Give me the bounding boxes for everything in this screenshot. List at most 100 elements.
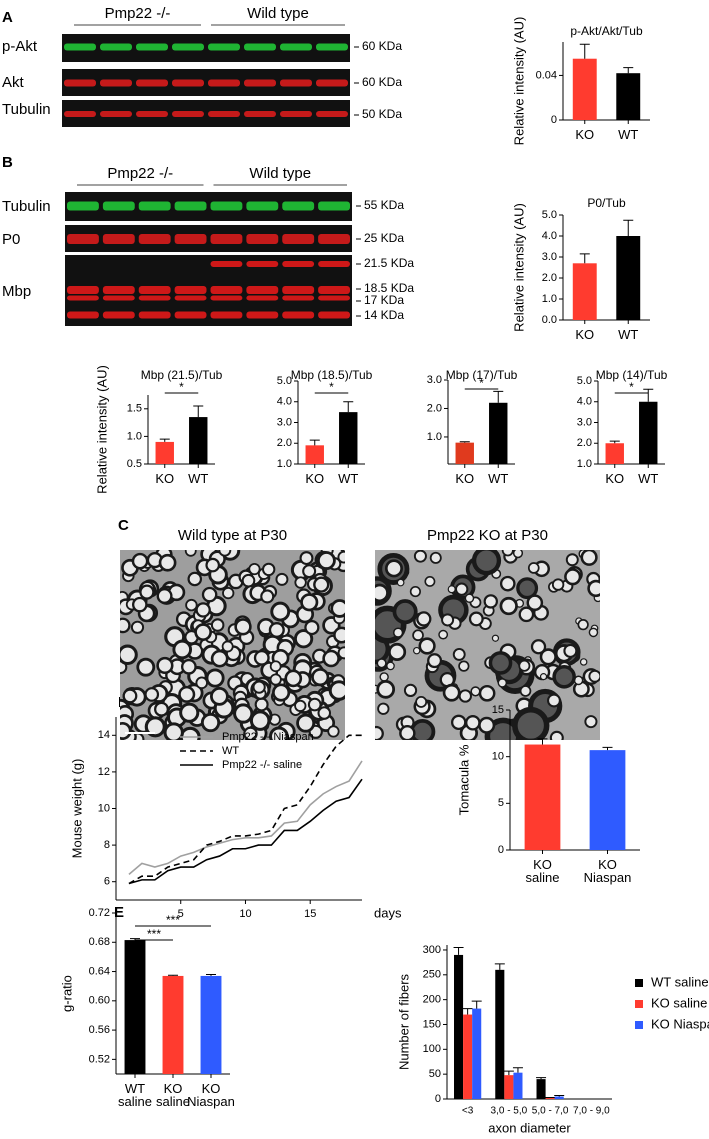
y-tick-label: 8 [104, 839, 110, 851]
blot-band [282, 311, 315, 319]
blot-band [280, 79, 312, 87]
fiber [180, 658, 197, 675]
y-tick-label: 1.0 [542, 293, 557, 305]
fiber [547, 693, 561, 708]
error-bar [609, 440, 620, 444]
fiber [270, 601, 291, 622]
fiber [307, 697, 322, 712]
fiber [337, 646, 345, 660]
fiber [248, 562, 261, 576]
fiber [388, 642, 407, 661]
fiber [122, 688, 138, 704]
bar [536, 1079, 546, 1099]
fiber [564, 568, 582, 586]
line-series [128, 734, 362, 885]
fiber [187, 571, 203, 587]
blot-band [64, 111, 96, 117]
fiber [392, 627, 404, 638]
y-axis-label: Number of fibers [396, 973, 411, 1070]
error-bar [493, 390, 504, 403]
legend-label: Pmp22 -/- Niaspan [222, 731, 314, 743]
fiber [300, 593, 319, 612]
y-axis-label: Tomacula % [456, 744, 471, 815]
blot-size-label: 55 KDa [364, 198, 404, 212]
panel-label: B [2, 154, 13, 171]
blot-size-label: 18.5 KDa [364, 281, 414, 295]
fiber [201, 586, 218, 603]
blot-band [280, 111, 312, 117]
error-bar [453, 946, 464, 955]
blot-band [246, 311, 279, 319]
fiber [205, 668, 225, 688]
y-tick-label: 0.04 [536, 69, 557, 81]
y-tick-label: 3.0 [277, 416, 292, 428]
x-tick-label: <3 [462, 1106, 474, 1117]
fiber [499, 575, 516, 592]
error-bar [512, 1067, 523, 1073]
bar [495, 969, 505, 1099]
panel-label: C [118, 517, 129, 534]
bar [616, 236, 641, 320]
fiber [499, 596, 518, 616]
blot-band [136, 111, 168, 117]
fiber [413, 550, 427, 563]
fiber [488, 651, 513, 675]
legend-swatch [635, 979, 643, 987]
fiber [424, 575, 436, 587]
x-tick-label: WT [188, 471, 209, 486]
panel-label: A [2, 9, 13, 26]
fiber [194, 623, 212, 641]
fiber [579, 658, 588, 666]
fiber [441, 613, 455, 627]
fiber [333, 626, 345, 644]
fiber [210, 618, 225, 632]
blot-row-label: p-Akt [2, 38, 38, 55]
y-tick-label: 0.64 [89, 965, 110, 977]
panel-label: E [114, 904, 124, 921]
y-tick-label: 300 [423, 944, 441, 956]
blot-band [67, 295, 99, 301]
fiber [302, 564, 317, 579]
bar [162, 975, 184, 1074]
fiber [386, 661, 395, 671]
blot-band [208, 111, 240, 117]
y-tick-label: 14 [98, 729, 110, 741]
bar [305, 445, 324, 464]
fiber [221, 640, 234, 653]
x-tick-label: WT [338, 471, 359, 486]
error-bar [168, 974, 178, 976]
x-tick-label: 10 [239, 908, 251, 920]
fiber [447, 585, 456, 594]
blot-band [172, 79, 204, 87]
blot-band [100, 43, 132, 51]
fiber [409, 585, 421, 598]
y-tick-label: 1.0 [277, 458, 292, 470]
blot-row-label: Akt [2, 74, 25, 91]
fiber [275, 572, 289, 586]
fiber [322, 649, 340, 668]
blot-size-label: 14 KDa [364, 308, 404, 322]
blot-size-label: 60 KDa [362, 75, 402, 89]
fiber [218, 550, 232, 557]
fiber [478, 716, 496, 734]
bar [589, 750, 626, 850]
fiber [136, 657, 156, 677]
blot-band [174, 286, 207, 294]
y-tick-label: 200 [423, 994, 441, 1006]
micrograph [375, 550, 600, 740]
chart-title: Mbp (21.5)/Tub [141, 368, 223, 382]
blot-row-label: Mbp [2, 283, 31, 300]
blot-group-label: Wild type [249, 165, 311, 182]
y-tick-label: 2.0 [577, 437, 592, 449]
y-tick-label: 4.0 [542, 230, 557, 242]
y-tick-label: 100 [423, 1043, 441, 1055]
fiber [205, 557, 221, 573]
y-axis-label: Mouse weight (g) [69, 759, 84, 859]
chart-title: p-Akt/Akt/Tub [570, 24, 643, 38]
blot-band [282, 261, 315, 267]
fiber [284, 669, 303, 688]
fiber [185, 598, 198, 612]
fiber [491, 634, 500, 642]
y-tick-label: 3.0 [427, 374, 442, 386]
x-tick-label: 15 [304, 908, 316, 920]
